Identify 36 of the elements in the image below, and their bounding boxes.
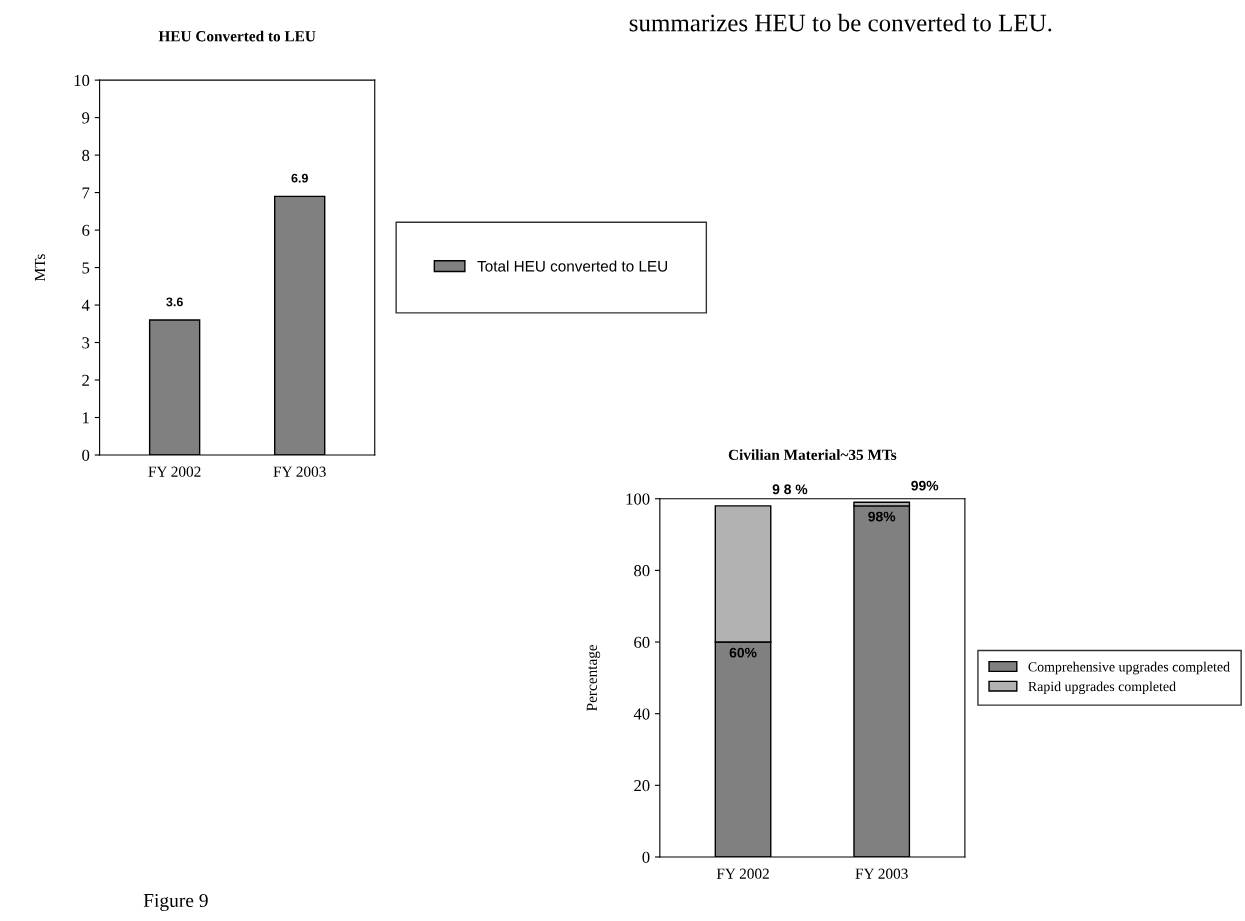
- y-tick-label: 80: [634, 565, 650, 577]
- y-tick-label: 4: [81, 299, 90, 311]
- y-tick-label: 20: [634, 780, 650, 792]
- x-tick-label: FY 2002: [148, 466, 201, 477]
- y-tick-label: 60: [634, 636, 650, 648]
- data-label: 3.6: [166, 297, 183, 307]
- y-tick-label: 9: [82, 112, 90, 124]
- y-tick-label: 0: [82, 449, 90, 461]
- y-tick-label: 6: [82, 224, 90, 237]
- annotation: 9 8 %: [772, 484, 808, 495]
- y-tick-label: 0: [642, 851, 650, 863]
- y-tick-label: 5: [82, 262, 90, 274]
- x-tick-label: FY 2003: [855, 868, 908, 879]
- annotation: 99%: [911, 480, 939, 491]
- chart-title: HEU Converted to LEU: [158, 30, 316, 42]
- data-label: 60%: [729, 647, 757, 658]
- y-tick-label: 10: [74, 74, 90, 87]
- data-label: 6.9: [291, 173, 308, 183]
- chart-title: Civilian Material~35 MTs: [728, 449, 897, 460]
- y-tick-label: 40: [633, 708, 650, 720]
- x-tick-label: FY 2002: [716, 868, 769, 879]
- x-tick-label: FY 2003: [273, 466, 326, 477]
- y-tick-label: 1: [83, 412, 89, 424]
- y-tick-label: 3: [82, 337, 90, 349]
- caption: Figure 9: [143, 893, 208, 911]
- legend-label: Comprehensive upgrades completed: [1028, 661, 1230, 675]
- y-tick-label: 7: [82, 187, 90, 199]
- legend-label: Rapid upgrades completed: [1028, 681, 1176, 695]
- y-tick-label: 100: [626, 493, 650, 505]
- y-axis-title: Percentage: [586, 644, 601, 711]
- y-tick-label: 2: [82, 374, 89, 386]
- legend-label: Total HEU converted to LEU: [477, 260, 667, 272]
- y-axis-title: MTs: [34, 254, 46, 282]
- text: summarizes HEU to be converted to LEU.: [629, 13, 1052, 32]
- data-label: 98%: [868, 511, 896, 522]
- y-tick-label: 8: [82, 149, 90, 162]
